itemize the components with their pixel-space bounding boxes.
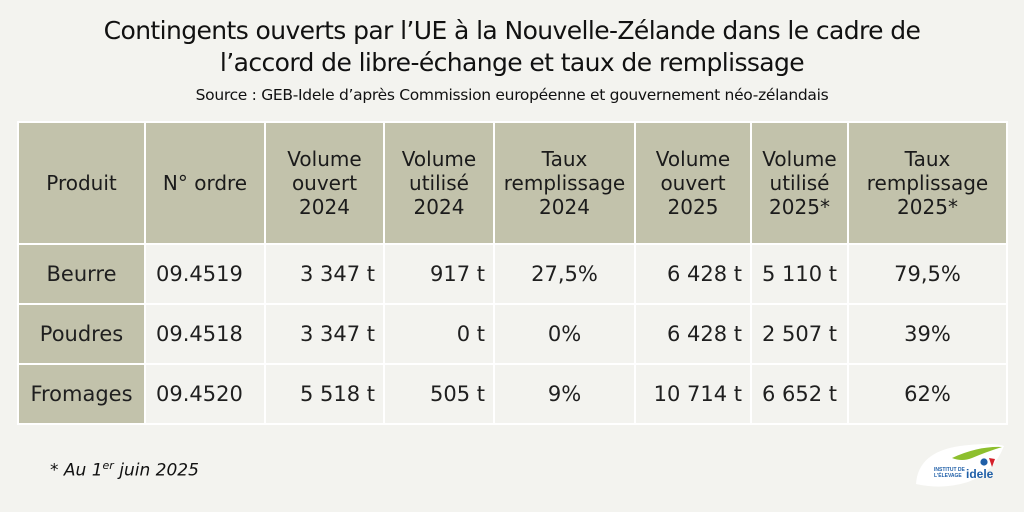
table-cell: 917 t	[383, 243, 495, 305]
chart-title: Contingents ouverts par l’UE à la Nouvel…	[0, 15, 1024, 79]
table-row: Poudres 09.4518 3 347 t 0 t 0% 6 428 t 2…	[17, 303, 1008, 365]
data-table: Produit N° ordre Volume ouvert 2024 Volume…	[17, 121, 1008, 425]
table-cell: 5 110 t	[750, 243, 849, 305]
table-cell: 10 714 t	[634, 363, 752, 425]
logo-dot-blue	[980, 458, 988, 466]
table-cell: 6 428 t	[634, 303, 752, 365]
table-cell: 62%	[847, 363, 1008, 425]
product-cell: Poudres	[17, 303, 146, 365]
header-cell: Volume utilisé 2025*	[750, 121, 849, 245]
table-cell: 0 t	[383, 303, 495, 365]
table-cell: 27,5%	[493, 243, 636, 305]
table-cell: 5 518 t	[264, 363, 385, 425]
footnote: * Au 1er juin 2025	[50, 459, 199, 481]
svg-text:L'ÉLEVAGE: L'ÉLEVAGE	[934, 471, 962, 479]
header-cell: Taux remplissage 2025*	[847, 121, 1008, 245]
header-cell: Produit	[17, 121, 146, 245]
logo-swoosh-green	[952, 446, 1002, 460]
table-cell: 505 t	[383, 363, 495, 425]
idele-logo: INSTITUT DE L'ÉLEVAGE idele	[916, 444, 1004, 487]
table-cell: 6 652 t	[750, 363, 849, 425]
logo-mark-red	[989, 458, 995, 467]
table-row: Fromages 09.4520 5 518 t 505 t 9% 10 714…	[17, 363, 1008, 425]
table-cell: 0%	[493, 303, 636, 365]
table-cell: 39%	[847, 303, 1008, 365]
product-cell: Fromages	[17, 363, 146, 425]
table-cell: 09.4518	[144, 303, 266, 365]
header-cell: Volume ouvert 2025	[634, 121, 752, 245]
table-cell: 3 347 t	[264, 243, 385, 305]
table-cell: 09.4520	[144, 363, 266, 425]
table-cell: 9%	[493, 363, 636, 425]
table-cell: 6 428 t	[634, 243, 752, 305]
table-cell: 09.4519	[144, 243, 266, 305]
header-cell: N° ordre	[144, 121, 266, 245]
header-cell: Volume ouvert 2024	[264, 121, 385, 245]
title-line-1: Contingents ouverts par l’UE à la Nouvel…	[103, 16, 921, 45]
table-cell: 3 347 t	[264, 303, 385, 365]
svg-text:idele: idele	[966, 467, 994, 481]
svg-text:INSTITUT DE: INSTITUT DE	[934, 467, 965, 473]
source-note: Source : GEB-Idele d’après Commission eu…	[195, 86, 829, 104]
table-cell: 79,5%	[847, 243, 1008, 305]
table-row: Beurre 09.4519 3 347 t 917 t 27,5% 6 428…	[17, 243, 1008, 305]
header-cell: Volume utilisé 2024	[383, 121, 495, 245]
table-header-row: Produit N° ordre Volume ouvert 2024 Volume…	[17, 121, 1008, 245]
product-cell: Beurre	[17, 243, 146, 305]
title-line-2: l’accord de libre-échange et taux de rem…	[219, 48, 805, 77]
table-cell: 2 507 t	[750, 303, 849, 365]
header-cell: Taux remplissage 2024	[493, 121, 636, 245]
